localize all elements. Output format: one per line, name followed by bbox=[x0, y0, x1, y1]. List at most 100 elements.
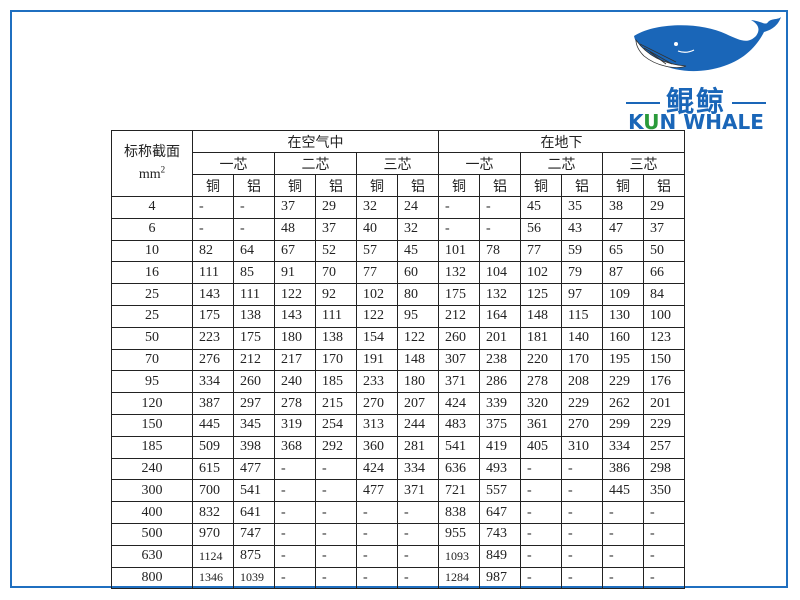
current-value-cell: 37 bbox=[274, 196, 316, 219]
core-header: 一芯 bbox=[438, 152, 521, 175]
cross-section-cell: 6 bbox=[111, 217, 193, 241]
current-value-cell: - bbox=[520, 522, 562, 546]
current-value-cell: 111 bbox=[233, 283, 275, 306]
current-value-cell: 297 bbox=[233, 392, 275, 415]
current-value-cell: - bbox=[397, 544, 439, 568]
header-row-groups: 标称截面 mm2 在空气中 在地下 bbox=[111, 130, 686, 197]
current-value-cell: - bbox=[438, 196, 480, 219]
current-value-cell: 24 bbox=[397, 196, 439, 219]
cross-section-cell: 10 bbox=[111, 239, 193, 263]
core-header: 三芯 bbox=[356, 152, 439, 175]
current-value-cell: 132 bbox=[479, 283, 521, 306]
current-value-cell: 40 bbox=[356, 217, 398, 241]
current-value-cell: 104 bbox=[479, 261, 521, 285]
current-value-cell: - bbox=[602, 501, 644, 524]
current-value-cell: 270 bbox=[356, 392, 398, 415]
current-value-cell: - bbox=[520, 566, 562, 590]
current-value-cell: 334 bbox=[192, 370, 234, 394]
current-value-cell: 47 bbox=[602, 217, 644, 241]
cross-section-cell: 500 bbox=[111, 522, 193, 546]
current-value-cell: 721 bbox=[438, 479, 480, 503]
logo-chinese-text: 鲲鲸 bbox=[606, 80, 786, 120]
current-value-cell: 360 bbox=[356, 435, 398, 459]
current-value-cell: 212 bbox=[438, 304, 480, 328]
current-value-cell: 875 bbox=[233, 544, 275, 568]
current-value-cell: 57 bbox=[356, 239, 398, 263]
material-header: 铜 bbox=[356, 174, 398, 197]
current-value-cell: 260 bbox=[438, 326, 480, 350]
current-value-cell: 278 bbox=[520, 370, 562, 394]
current-value-cell: 257 bbox=[642, 435, 686, 459]
current-value-cell: 43 bbox=[561, 217, 603, 241]
current-value-cell: 483 bbox=[438, 413, 480, 437]
current-value-cell: 424 bbox=[438, 392, 480, 415]
current-value-cell: 229 bbox=[561, 392, 603, 415]
current-value-cell: 77 bbox=[520, 239, 562, 263]
current-value-cell: 339 bbox=[479, 392, 521, 415]
current-value-cell: 67 bbox=[274, 239, 316, 263]
cross-section-cell: 50 bbox=[111, 326, 193, 350]
current-value-cell: 445 bbox=[602, 479, 644, 503]
current-value-cell: 148 bbox=[397, 348, 439, 372]
current-value-cell: 229 bbox=[602, 370, 644, 394]
current-value-cell: 217 bbox=[274, 348, 316, 372]
table-row: 50 223 175 180 138 154 122 260 201 181 140 160 123 bbox=[111, 326, 686, 350]
current-value-cell: 310 bbox=[561, 435, 603, 459]
current-value-cell: - bbox=[561, 457, 603, 481]
current-value-cell: 29 bbox=[315, 196, 357, 219]
current-value-cell: 37 bbox=[642, 217, 686, 241]
current-value-cell: 175 bbox=[192, 304, 234, 328]
current-value-cell: 313 bbox=[356, 413, 398, 437]
current-value-cell: 102 bbox=[520, 261, 562, 285]
current-value-cell: 160 bbox=[602, 326, 644, 350]
cross-section-cell: 400 bbox=[111, 501, 193, 524]
current-value-cell: 1124 bbox=[192, 544, 234, 568]
current-value-cell: 132 bbox=[438, 261, 480, 285]
current-value-cell: 32 bbox=[397, 217, 439, 241]
table-row: 150 445 345 319 254 313 244 483 375 361 270 299 229 bbox=[111, 413, 686, 437]
current-value-cell: 207 bbox=[397, 392, 439, 415]
current-value-cell: 201 bbox=[479, 326, 521, 350]
current-value-cell: 50 bbox=[642, 239, 686, 263]
cross-section-cell: 4 bbox=[111, 196, 193, 219]
current-value-cell: 180 bbox=[274, 326, 316, 350]
current-value-cell: 111 bbox=[315, 304, 357, 328]
current-value-cell: 38 bbox=[602, 196, 644, 219]
current-value-cell: - bbox=[315, 479, 357, 503]
current-value-cell: 95 bbox=[397, 304, 439, 328]
current-value-cell: 299 bbox=[602, 413, 644, 437]
current-value-cell: 138 bbox=[233, 304, 275, 328]
current-value-cell: 832 bbox=[192, 501, 234, 524]
current-value-cell: 59 bbox=[561, 239, 603, 263]
current-value-cell: 286 bbox=[479, 370, 521, 394]
current-value-cell: 405 bbox=[520, 435, 562, 459]
current-value-cell: 170 bbox=[561, 348, 603, 372]
current-value-cell: 229 bbox=[642, 413, 686, 437]
cross-section-cell: 25 bbox=[111, 304, 193, 328]
current-value-cell: - bbox=[561, 522, 603, 546]
material-header: 铜 bbox=[274, 174, 316, 197]
current-value-cell: 541 bbox=[233, 479, 275, 503]
current-value-cell: - bbox=[192, 217, 234, 241]
current-value-cell: 138 bbox=[315, 326, 357, 350]
cross-section-cell: 16 bbox=[111, 261, 193, 285]
current-value-cell: - bbox=[397, 522, 439, 546]
current-value-cell: 180 bbox=[397, 370, 439, 394]
current-value-cell: 493 bbox=[479, 457, 521, 481]
cross-section-cell: 800 bbox=[111, 566, 193, 590]
current-value-cell: 386 bbox=[602, 457, 644, 481]
current-value-cell: - bbox=[602, 566, 644, 590]
current-value-cell: 509 bbox=[192, 435, 234, 459]
current-value-cell: 100 bbox=[642, 304, 686, 328]
current-value-cell: - bbox=[520, 457, 562, 481]
cross-section-cell: 630 bbox=[111, 544, 193, 568]
current-value-cell: 215 bbox=[315, 392, 357, 415]
current-value-cell: 955 bbox=[438, 522, 480, 546]
current-value-cell: - bbox=[561, 479, 603, 503]
current-value-cell: 123 bbox=[642, 326, 686, 350]
current-value-cell: 220 bbox=[520, 348, 562, 372]
table-row: 16 111 85 91 70 77 60 132 104 102 79 87 66 bbox=[111, 261, 686, 285]
current-value-cell: - bbox=[356, 522, 398, 546]
current-value-cell: 477 bbox=[356, 479, 398, 503]
current-value-cell: 278 bbox=[274, 392, 316, 415]
